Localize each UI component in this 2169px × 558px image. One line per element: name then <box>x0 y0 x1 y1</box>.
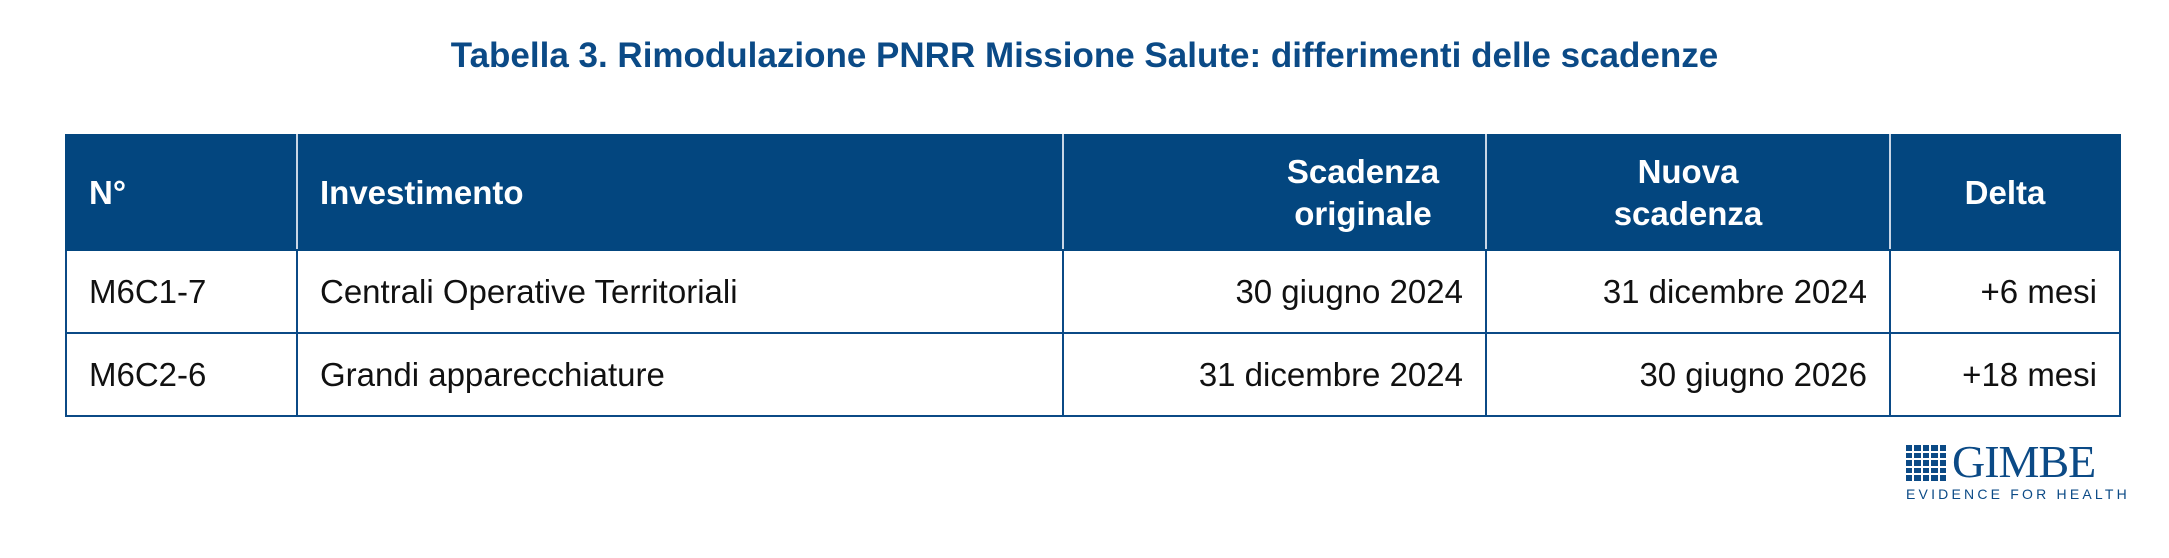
header-original-deadline: Scadenza originale <box>1062 134 1487 251</box>
cell-delta: +18 mesi <box>1889 332 2121 417</box>
header-number: N° <box>65 134 298 251</box>
cell-investment: Grandi apparecchiature <box>296 332 1064 417</box>
table-row: M6C1-7 Centrali Operative Territoriali 3… <box>65 249 2121 334</box>
logo-tagline: EVIDENCE FOR HEALTH <box>1906 486 2130 502</box>
logo-grid-icon <box>1906 445 1946 481</box>
header-original-deadline-label: Scadenza originale <box>1286 152 1440 232</box>
header-delta: Delta <box>1889 134 2121 251</box>
deadlines-table: N° Investimento Scadenza originale Nuova… <box>65 134 2121 417</box>
cell-delta: +6 mesi <box>1889 249 2121 334</box>
header-new-deadline: Nuova scadenza <box>1485 134 1891 251</box>
cell-number: M6C1-7 <box>65 249 298 334</box>
cell-new-deadline: 31 dicembre 2024 <box>1485 249 1891 334</box>
cell-original-deadline: 31 dicembre 2024 <box>1062 332 1487 417</box>
cell-investment: Centrali Operative Territoriali <box>296 249 1064 334</box>
table-row: M6C2-6 Grandi apparecchiature 31 dicembr… <box>65 332 2121 417</box>
header-new-deadline-label: Nuova scadenza <box>1613 152 1763 232</box>
gimbe-logo: GIMBE EVIDENCE FOR HEALTH <box>1906 436 2127 503</box>
cell-original-deadline: 30 giugno 2024 <box>1062 249 1487 334</box>
table-title: Tabella 3. Rimodulazione PNRR Missione S… <box>450 36 1719 75</box>
logo-name: GIMBE <box>1952 436 2096 487</box>
cell-number: M6C2-6 <box>65 332 298 417</box>
header-row: N° Investimento Scadenza originale Nuova… <box>65 134 2121 251</box>
cell-new-deadline: 30 giugno 2026 <box>1485 332 1891 417</box>
header-investment: Investimento <box>296 134 1064 251</box>
